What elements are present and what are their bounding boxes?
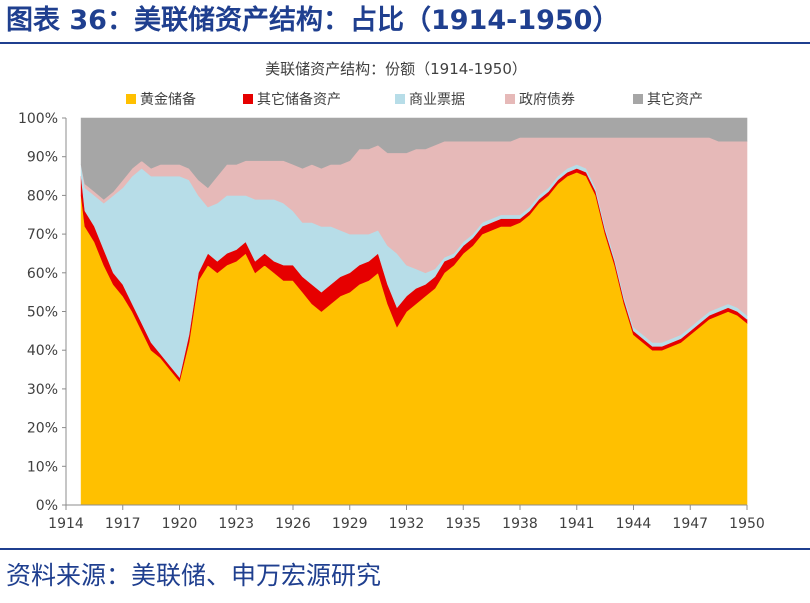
legend-swatch (633, 94, 643, 104)
y-tick-label: 60% (27, 266, 58, 282)
x-tick-label: 1917 (105, 516, 141, 532)
legend-swatch (126, 94, 136, 104)
source-note: 资料来源：美联储、申万宏源研究 (6, 561, 382, 590)
x-tick-label: 1944 (616, 516, 652, 532)
source-rule (0, 548, 810, 550)
legend: 黄金储备 其它储备资产 商业票据 政府债券 其它资产 (126, 91, 703, 108)
legend-label: 其它储备资产 (257, 91, 341, 108)
x-tick-label: 1914 (48, 516, 84, 532)
y-tick-label: 50% (27, 305, 58, 321)
y-tick-label: 40% (27, 343, 58, 359)
plot-areas (80, 117, 748, 506)
legend-label: 商业票据 (409, 92, 465, 108)
legend-label: 政府债券 (519, 92, 575, 108)
x-tick-label: 1938 (502, 516, 538, 532)
legend-swatch (395, 94, 405, 104)
x-tick-label: 1947 (672, 516, 708, 532)
y-tick-label: 80% (27, 188, 58, 204)
axes: 0% 10% 20% 30% 40% 50% 60% 70% 80% 90% 100% 1914 191… (18, 111, 765, 532)
x-tick-label: 1935 (445, 516, 481, 532)
title-rule (0, 42, 810, 44)
x-tick-label: 1932 (389, 516, 425, 532)
legend-label: 其它资产 (647, 91, 703, 108)
legend-label: 黄金储备 (140, 91, 196, 108)
x-tick-label: 1941 (559, 516, 595, 532)
y-tick-label: 30% (27, 382, 58, 398)
x-tick-label: 1920 (162, 516, 198, 532)
x-tick-label: 1950 (729, 516, 765, 532)
x-tick-label: 1926 (275, 516, 311, 532)
y-tick-label: 10% (27, 459, 58, 475)
figure-title: 图表 36：美联储资产结构：占比（1914-1950） (6, 5, 620, 36)
y-tick-label: 0% (36, 498, 58, 514)
area-series-5 (80, 117, 748, 200)
y-tick-label: 90% (27, 150, 58, 166)
x-tick-label: 1923 (218, 516, 254, 532)
y-tick-label: 20% (27, 421, 58, 437)
legend-swatch (505, 94, 515, 104)
x-tick-label: 1929 (332, 516, 368, 532)
stacked-area-chart: 美联储资产结构：份额（1914-1950） 黄金储备 其它储备资产 商业票据 政府债券… (18, 60, 765, 532)
chart-title: 美联储资产结构：份额（1914-1950） (265, 60, 527, 78)
y-tick-label: 100% (18, 111, 58, 127)
y-tick-label: 70% (27, 227, 58, 243)
legend-swatch (243, 94, 253, 104)
